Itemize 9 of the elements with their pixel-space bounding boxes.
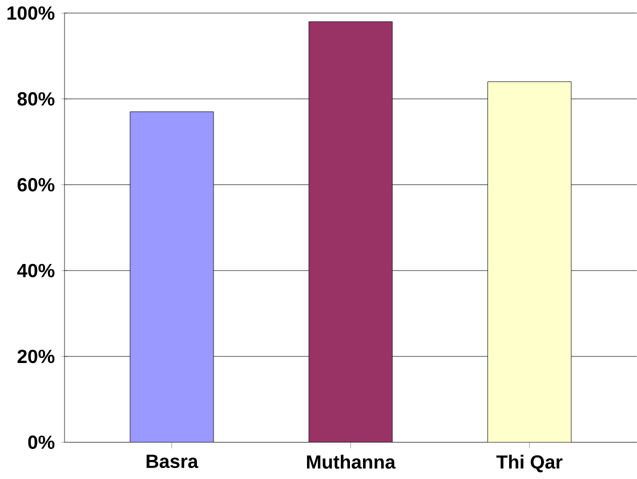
y-tick-label: 60% bbox=[18, 178, 54, 192]
y-tick-label: 40% bbox=[17, 264, 54, 278]
x-tick-label: Basra bbox=[146, 454, 198, 468]
x-tick-label: Thi Qar bbox=[496, 454, 562, 472]
y-tick-label: 20% bbox=[18, 350, 54, 364]
y-tick-label: 0% bbox=[28, 436, 54, 450]
y-tick-label: 80% bbox=[18, 92, 54, 106]
x-tick-label: Muthanna bbox=[307, 454, 396, 469]
y-tick-label: 100% bbox=[8, 6, 54, 20]
